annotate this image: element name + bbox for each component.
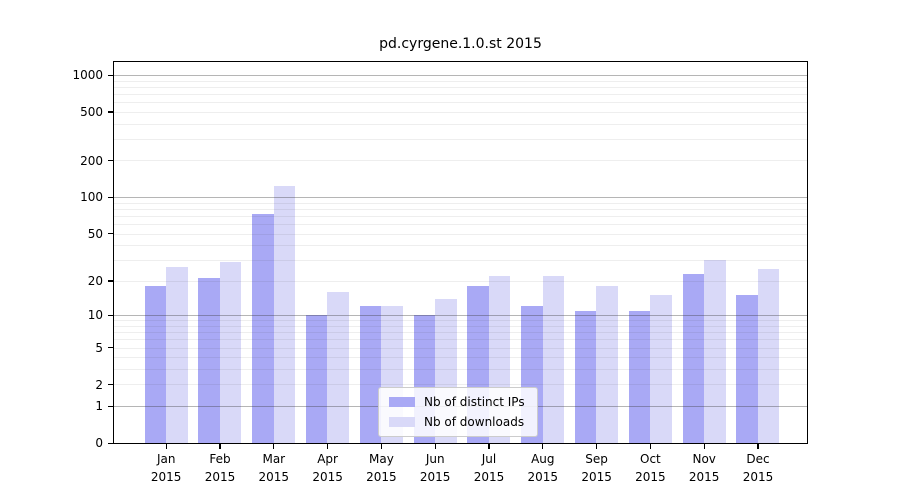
y-tick-mark-100 [108,196,113,198]
grid-line-minor-600 [114,102,807,104]
grid-line-minor-200 [114,160,807,162]
y-tick-mark-50 [108,233,113,235]
x-tick-mark-dec [757,444,759,450]
grid-line-minor-50 [114,233,807,235]
grid-line-minor-90 [114,202,807,204]
legend-swatch-distinct-ips [389,397,415,407]
x-tick-label-nov: Nov 2015 [688,452,720,485]
x-tick-label-oct: Oct 2015 [635,452,666,485]
y-tick-mark-10 [108,314,113,317]
y-tick-label-10: 10 [87,308,103,323]
bar-downloads-dec [757,269,780,443]
x-tick-label-apr: Apr 2015 [312,452,343,485]
y-tick-label-1000: 1000 [72,68,103,83]
y-tick-label-1: 1 [95,399,103,414]
x-tick-label-may: May 2015 [366,452,397,485]
y-tick-mark-200 [108,160,113,162]
y-tick-label-2: 2 [95,377,103,392]
bar-distinct-ips-dec [736,295,758,443]
bar-downloads-oct [650,295,672,443]
bar-distinct-ips-may [359,306,382,443]
legend-swatch-downloads [389,417,415,427]
legend-entry-distinct-ips: Nb of distinct IPs [389,395,525,409]
bar-distinct-ips-jan [144,286,166,443]
x-tick-mark-jan [165,444,167,450]
y-tick-mark-500 [108,111,113,113]
bar-downloads-apr [327,292,349,443]
x-tick-label-jun: Jun 2015 [419,452,451,485]
x-tick-label-jul: Jul 2015 [473,452,505,485]
grid-line-minor-70 [114,215,807,217]
legend: Nb of distinct IPs Nb of downloads [378,387,538,437]
bar-distinct-ips-sep [574,310,597,443]
x-tick-mark-may [380,444,382,450]
bar-downloads-sep [596,286,618,443]
grid-line-minor-40 [114,245,807,247]
x-tick-label-sep: Sep 2015 [581,452,612,485]
x-tick-label-feb: Feb 2015 [204,452,236,485]
grid-line-minor-80 [114,208,807,210]
grid-line-minor-900 [114,80,807,82]
y-tick-mark-1 [108,405,113,407]
x-tick-mark-sep [596,444,598,450]
y-tick-label-20: 20 [87,274,103,288]
y-tick-label-500: 500 [80,105,103,119]
x-tick-mark-feb [219,444,221,450]
y-tick-label-50: 50 [87,226,103,241]
chart-title: pd.cyrgene.1.0.st 2015 [379,36,542,52]
grid-line-minor-700 [114,93,807,95]
y-tick-mark-0 [108,442,113,444]
x-tick-label-aug: Aug 2015 [527,452,559,485]
y-tick-label-5: 5 [95,340,103,355]
x-tick-mark-oct [649,444,651,450]
x-tick-label-dec: Dec 2015 [742,452,774,485]
x-tick-label-jan: Jan 2015 [150,452,182,485]
legend-label-distinct-ips: Nb of distinct IPs [424,395,525,409]
grid-line-minor-400 [114,123,807,125]
bar-downloads-aug [542,275,565,443]
bar-distinct-ips-oct [628,310,651,443]
y-tick-label-100: 100 [80,190,103,205]
y-tick-label-0: 0 [95,436,103,451]
grid-line-minor-300 [114,138,807,140]
y-tick-mark-1000 [108,74,113,76]
plot-area: Nb of distinct IPs Nb of downloads [113,61,808,444]
y-tick-label-200: 200 [80,153,103,168]
legend-label-downloads: Nb of downloads [424,415,525,429]
bar-downloads-feb [219,261,242,443]
x-tick-mark-jul [488,444,490,450]
x-tick-mark-aug [542,444,544,450]
grid-line-minor-60 [114,223,807,225]
bar-distinct-ips-apr [305,315,328,443]
legend-entry-downloads: Nb of downloads [389,415,525,429]
grid-line-major-100 [114,197,807,199]
y-tick-mark-5 [108,347,113,349]
x-tick-mark-jun [434,444,436,450]
y-tick-mark-20 [108,280,113,282]
y-tick-mark-2 [108,384,113,386]
bar-distinct-ips-nov [682,273,704,443]
grid-line-minor-500 [114,111,807,113]
bar-distinct-ips-feb [198,278,220,443]
bar-downloads-mar [273,185,296,443]
x-tick-label-mar: Mar 2015 [258,452,290,485]
grid-line-minor-800 [114,86,807,88]
x-tick-mark-nov [703,444,705,450]
bar-distinct-ips-mar [252,214,274,443]
grid-line-major-1000 [114,74,807,76]
x-tick-mark-mar [273,444,275,450]
bar-downloads-jan [166,267,188,443]
x-tick-mark-apr [327,444,329,450]
bar-downloads-nov [704,260,726,443]
